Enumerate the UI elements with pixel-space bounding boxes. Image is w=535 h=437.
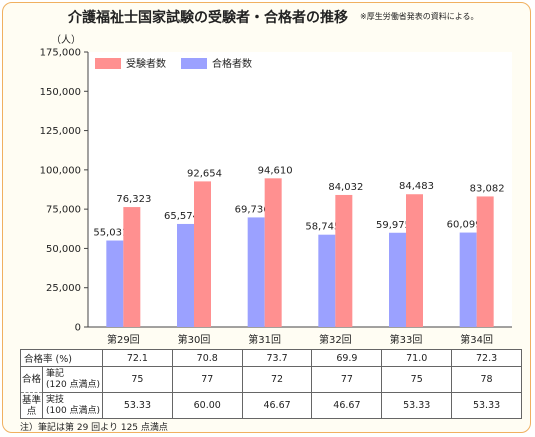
- examinee-value-label: 92,654: [187, 168, 222, 179]
- pass-rate-row: 合格率 (%) 72.1 70.8 73.7 69.9 71.0 72.3: [20, 349, 522, 367]
- examinee-bar: [476, 196, 494, 327]
- criteria-tag-top: 合格: [20, 366, 43, 393]
- examinee-bar: [335, 194, 353, 327]
- pass-rate-cell: 71.0: [381, 349, 453, 367]
- examinee-bar: [123, 207, 141, 327]
- pass-rate-cell: 72.1: [102, 349, 173, 367]
- written-cell: 78: [451, 366, 522, 393]
- practical-sub: (100 点満点): [46, 405, 101, 416]
- pass-bar: [318, 234, 336, 327]
- practical-cell: 53.33: [102, 392, 173, 419]
- legend-label-passers: 合格者数: [212, 57, 252, 70]
- x-tick-label: 第32回: [319, 333, 352, 346]
- plot-area: [88, 52, 512, 327]
- pass-rate-cell: 72.3: [451, 349, 522, 367]
- x-tick-label: 第29回: [107, 333, 140, 346]
- practical-label: 実技: [46, 394, 65, 405]
- pass-bar: [389, 232, 406, 327]
- practical-label-cell: 実技 (100 点満点): [42, 392, 103, 419]
- source-note: ※厚生労働省発表の資料による。: [360, 12, 479, 21]
- y-tick-label: 150,000: [40, 87, 81, 98]
- x-tick-label: 第31回: [248, 333, 281, 346]
- pass-rate-cell: 69.9: [311, 349, 383, 367]
- written-cell: 77: [311, 366, 383, 393]
- written-sub: (120 点満点): [46, 379, 101, 390]
- y-tick-label: 175,000: [40, 48, 81, 59]
- pass-bar: [459, 232, 477, 327]
- practical-cell: 53.33: [381, 392, 453, 419]
- pass-rate-cell: 70.8: [171, 349, 243, 367]
- y-tick-label: 50,000: [46, 244, 81, 255]
- y-tick-label: 125,000: [40, 126, 81, 137]
- examinee-value-label: 84,483: [399, 181, 434, 192]
- x-tick-label: 第34回: [460, 333, 493, 346]
- x-tick-label: 第30回: [178, 333, 211, 346]
- written-score-row: 合格 筆記 (120 点満点) 75 77 72 77 75 78: [20, 366, 522, 393]
- legend-label-examinees: 受験者数: [126, 57, 166, 70]
- y-axis-unit: （人）: [51, 34, 81, 46]
- pass-value-label: 59,975: [376, 220, 411, 231]
- examinee-bar: [264, 178, 282, 327]
- pass-rate-label: 合格率 (%): [20, 349, 103, 367]
- pass-bar: [106, 240, 124, 327]
- written-cell: 72: [241, 366, 313, 393]
- y-tick-label: 25,000: [46, 283, 81, 294]
- pass-value-label: 55,031: [93, 228, 128, 239]
- pass-value-label: 65,574: [164, 211, 199, 222]
- examinee-value-label: 76,323: [116, 194, 151, 205]
- examinee-value-label: 84,032: [328, 182, 363, 193]
- y-tick-label: 0: [75, 323, 81, 334]
- examinee-bar: [406, 194, 423, 327]
- written-cell: 75: [102, 366, 173, 393]
- pass-bar: [177, 223, 194, 327]
- practical-cell: 46.67: [241, 392, 313, 419]
- x-tick-label: 第33回: [390, 333, 423, 346]
- practical-cell: 53.33: [451, 392, 522, 419]
- examinee-bar: [194, 181, 211, 327]
- practical-cell: 60.00: [171, 392, 243, 419]
- pass-value-label: 58,745: [305, 222, 340, 233]
- footnote: 注）筆記は第 29 回より 125 点満点: [20, 423, 168, 433]
- examinee-value-label: 83,082: [470, 183, 505, 194]
- examinee-value-label: 94,610: [258, 165, 293, 176]
- pass-bar: [247, 217, 265, 327]
- practical-score-row: 基準点 実技 (100 点満点) 53.33 60.00 46.67 46.67 …: [20, 392, 522, 419]
- chart-title: 介護福祉士国家試験の受験者・合格者の推移: [68, 10, 348, 26]
- criteria-tag-bottom: 基準点: [20, 392, 43, 419]
- stats-table: 合格率 (%) 72.1 70.8 73.7 69.9 71.0 72.3 合格…: [20, 349, 522, 419]
- pass-value-label: 60,099: [447, 220, 482, 231]
- written-label-cell: 筆記 (120 点満点): [42, 366, 103, 393]
- written-label: 筆記: [46, 368, 65, 379]
- legend-swatch-examinees: [95, 58, 121, 69]
- bar-chart: （人） 0 25,000 50,000 75,000 100,000 125,000 150,…: [40, 34, 512, 346]
- pass-value-label: 69,736: [235, 204, 270, 215]
- y-tick-label: 100,000: [40, 165, 81, 176]
- practical-cell: 46.67: [311, 392, 383, 419]
- y-tick-label: 75,000: [46, 205, 81, 216]
- legend-swatch-passers: [181, 58, 207, 69]
- written-cell: 77: [171, 366, 243, 393]
- pass-rate-cell: 73.7: [241, 349, 313, 367]
- written-cell: 75: [381, 366, 453, 393]
